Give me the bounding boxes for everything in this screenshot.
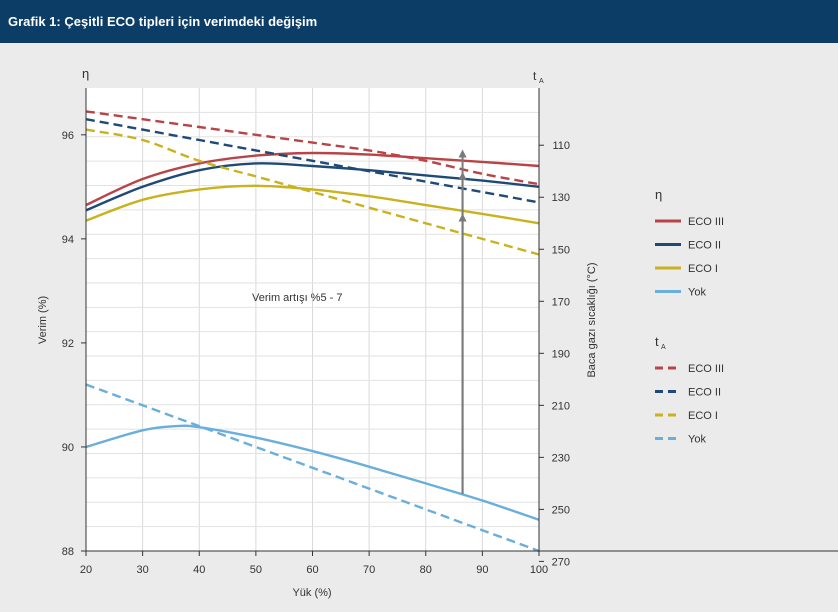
y2-tick-label: 250 bbox=[552, 504, 570, 516]
legend-label-yok: Yok bbox=[688, 287, 706, 299]
x-axis-label: Yük (%) bbox=[292, 587, 331, 599]
series-yok-flue-temp-line bbox=[85, 383, 540, 553]
y2-tick-label: 190 bbox=[552, 348, 570, 360]
y2-tick-label: 110 bbox=[552, 140, 570, 152]
chart-title: Grafik 1: Çeşitli ECO tipleri için verim… bbox=[8, 14, 318, 29]
x-tick-label: 60 bbox=[306, 564, 318, 576]
x-tick-label: 50 bbox=[250, 564, 262, 576]
series-eco-iii-efficiency-line bbox=[85, 151, 540, 207]
legend-group-title-sub: A bbox=[661, 344, 666, 351]
y-axis-label: Verim (%) bbox=[37, 296, 49, 344]
y-tick-label: 90 bbox=[62, 442, 74, 454]
x-tick-label: 70 bbox=[363, 564, 375, 576]
series-eco-i-efficiency-line bbox=[85, 184, 540, 225]
y2-tick-label: 130 bbox=[552, 192, 570, 204]
x-tick-label: 100 bbox=[530, 564, 548, 576]
legend-label-eco-i: ECO I bbox=[688, 263, 718, 275]
legend-group-title: η bbox=[655, 187, 662, 202]
annotation: Verim artışı %5 - 7 bbox=[252, 149, 467, 494]
series-eco-i-flue-temp-line bbox=[85, 128, 540, 256]
chart-title-bar: Grafik 1: Çeşitli ECO tipleri için verim… bbox=[0, 0, 838, 43]
right-axis-symbol: t bbox=[533, 69, 537, 83]
x-tick-label: 90 bbox=[476, 564, 488, 576]
y2-tick-label: 230 bbox=[552, 452, 570, 464]
legend: η ECO III ECO II ECO I Yok t A ECO III ECO II ECO… bbox=[655, 187, 724, 446]
x-tick-label: 80 bbox=[420, 564, 432, 576]
y-tick-label: 94 bbox=[62, 234, 74, 246]
legend-group-title: t bbox=[655, 334, 659, 349]
right-axis-symbol-sub: A bbox=[539, 78, 544, 85]
annotation-label: Verim artışı %5 - 7 bbox=[252, 292, 342, 304]
y2-tick-label: 170 bbox=[552, 296, 570, 308]
y2-axis-label: Baca gazı sıcaklığı (°C) bbox=[586, 262, 598, 377]
series-eco-ii-flue-temp-line bbox=[85, 118, 540, 204]
y2-tick-label: 210 bbox=[552, 400, 570, 412]
y-tick-label: 88 bbox=[62, 546, 74, 558]
legend-label-eco-iii: ECO III bbox=[688, 216, 724, 228]
legend-label-eco-ii: ECO II bbox=[688, 240, 721, 252]
x-tick-label: 40 bbox=[193, 564, 205, 576]
x-tick-label: 20 bbox=[80, 564, 92, 576]
series-eco-iii-flue-temp-line bbox=[85, 110, 540, 186]
x-tick-label: 30 bbox=[137, 564, 149, 576]
y2-tick-label: 270 bbox=[552, 556, 570, 568]
left-axis-symbol: η bbox=[82, 66, 89, 81]
legend-label-yok: Yok bbox=[688, 434, 706, 446]
axes: 20 30 40 50 60 70 80 90 100 88 90 92 94 96 110 130 150 17… bbox=[37, 66, 838, 599]
legend-label-eco-iii: ECO III bbox=[688, 363, 724, 375]
series-yok-efficiency-line bbox=[85, 424, 540, 521]
legend-label-eco-i: ECO I bbox=[688, 410, 718, 422]
y-tick-label: 92 bbox=[62, 338, 74, 350]
legend-label-eco-ii: ECO II bbox=[688, 387, 721, 399]
y2-tick-label: 150 bbox=[552, 244, 570, 256]
y-tick-label: 96 bbox=[62, 130, 74, 142]
